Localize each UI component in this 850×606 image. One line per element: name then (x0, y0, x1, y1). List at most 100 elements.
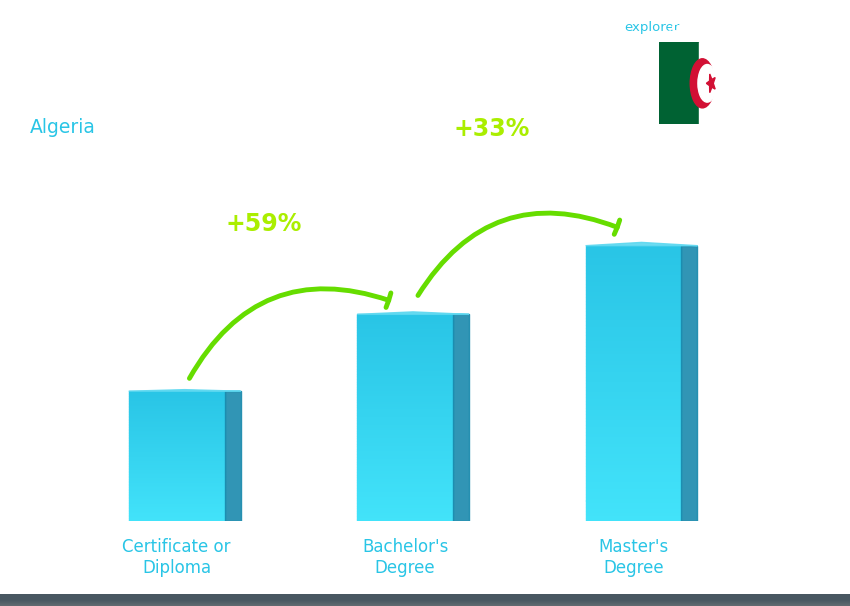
Bar (0, 598, 850, 604)
Bar (586, 490, 682, 494)
Bar (357, 503, 453, 505)
Bar (586, 380, 682, 384)
Bar (586, 249, 682, 253)
Bar (0, 598, 850, 604)
Bar (128, 421, 224, 422)
Bar (586, 267, 682, 270)
Bar (128, 437, 224, 438)
Bar (0, 598, 850, 604)
Bar (357, 376, 453, 379)
Bar (699, 42, 740, 124)
Bar (0, 600, 850, 606)
Bar (128, 454, 224, 456)
Bar (128, 500, 224, 502)
Bar (357, 480, 453, 482)
Bar (128, 493, 224, 495)
Bar (0, 599, 850, 605)
Polygon shape (586, 242, 698, 245)
Bar (0, 598, 850, 604)
Bar (586, 280, 682, 284)
Bar (0, 596, 850, 602)
Bar (357, 348, 453, 350)
Bar (128, 401, 224, 402)
Bar (586, 397, 682, 401)
Bar (586, 298, 682, 301)
Bar (0, 594, 850, 601)
Bar (0, 600, 850, 606)
Bar (0, 596, 850, 602)
Polygon shape (128, 390, 241, 391)
Text: explorer: explorer (624, 21, 679, 34)
Bar (586, 335, 682, 339)
Bar (0, 598, 850, 604)
Bar (128, 502, 224, 504)
Bar (357, 345, 453, 348)
Bar (128, 488, 224, 490)
Bar (0, 596, 850, 602)
Bar (357, 433, 453, 436)
Bar (586, 476, 682, 480)
Bar (128, 476, 224, 478)
Bar (0, 594, 850, 601)
Bar (586, 259, 682, 263)
Bar (0, 598, 850, 604)
Bar (357, 382, 453, 384)
Bar (586, 349, 682, 353)
Bar (586, 439, 682, 442)
Bar (357, 395, 453, 397)
Bar (0, 599, 850, 605)
Bar (128, 461, 224, 462)
Bar (0, 599, 850, 605)
Bar (586, 494, 682, 497)
Bar (357, 438, 453, 441)
Bar (128, 462, 224, 464)
Bar (357, 368, 453, 371)
Bar (0, 599, 850, 605)
Bar (128, 487, 224, 488)
Bar (357, 441, 453, 444)
Text: 159,000 DZD: 159,000 DZD (113, 371, 210, 386)
Bar (0, 598, 850, 604)
Bar (357, 505, 453, 508)
Bar (357, 474, 453, 477)
Bar (0, 594, 850, 601)
Bar (128, 453, 224, 454)
Bar (128, 438, 224, 440)
Bar (0, 595, 850, 601)
Bar (586, 390, 682, 394)
Bar (357, 350, 453, 353)
Bar (128, 458, 224, 459)
Bar (357, 462, 453, 464)
Bar (0, 595, 850, 601)
Bar (0, 598, 850, 604)
Bar (586, 273, 682, 277)
Bar (357, 397, 453, 400)
Bar (128, 484, 224, 485)
Bar (586, 331, 682, 335)
Bar (128, 433, 224, 435)
Bar (586, 507, 682, 511)
Bar (357, 511, 453, 513)
Bar (586, 480, 682, 483)
Bar (128, 513, 224, 514)
Bar (128, 504, 224, 505)
Bar (128, 466, 224, 468)
Bar (586, 387, 682, 390)
Bar (128, 447, 224, 448)
Bar (128, 519, 224, 521)
Bar (128, 435, 224, 437)
Bar (128, 404, 224, 406)
Bar (128, 407, 224, 409)
Bar (0, 598, 850, 604)
Bar (357, 315, 453, 317)
Bar (0, 597, 850, 603)
Bar (586, 270, 682, 273)
Bar (357, 467, 453, 470)
Bar (0, 598, 850, 604)
Bar (586, 483, 682, 487)
Bar (0, 598, 850, 604)
Bar (128, 473, 224, 474)
Bar (128, 497, 224, 498)
Bar (0, 597, 850, 603)
Bar (128, 440, 224, 442)
